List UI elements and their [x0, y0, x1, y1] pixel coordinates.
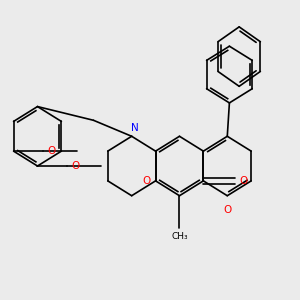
- Text: O: O: [72, 161, 80, 171]
- Text: O: O: [143, 176, 151, 186]
- Text: O: O: [223, 205, 231, 214]
- Text: O: O: [240, 176, 248, 186]
- Text: N: N: [131, 123, 139, 133]
- Text: CH₃: CH₃: [171, 232, 188, 241]
- Text: O: O: [48, 146, 56, 156]
